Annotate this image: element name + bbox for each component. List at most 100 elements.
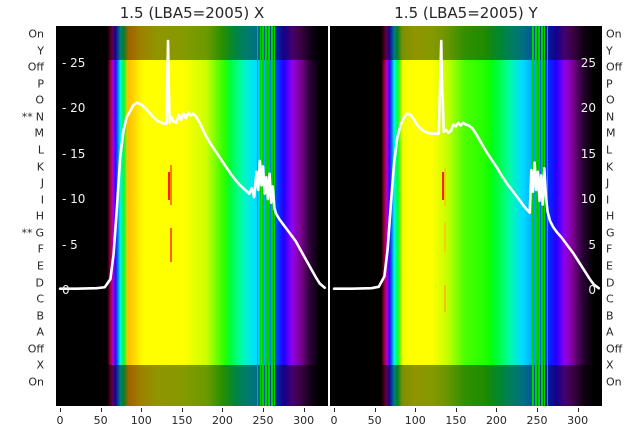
side-label-text: M xyxy=(606,126,616,140)
waterfall-band-upper xyxy=(330,26,602,60)
side-label-text: N xyxy=(35,110,44,124)
xtick-mark xyxy=(496,408,498,412)
side-label-x-20: X xyxy=(0,359,44,372)
waterfall-stripe xyxy=(262,26,264,406)
xtick-label: 150 xyxy=(445,414,467,427)
side-label-i-10: I xyxy=(0,193,44,206)
side-label-text: D xyxy=(35,276,44,290)
side-label-text: B xyxy=(36,309,44,323)
side-label-y-1: Y xyxy=(0,44,44,57)
waterfall-stripe xyxy=(532,26,534,406)
side-label-text: Off xyxy=(606,342,623,356)
side-label-text: B xyxy=(606,309,614,323)
side-label-d-15: D xyxy=(606,276,640,289)
side-label-f-13: F xyxy=(0,243,44,256)
side-label-b-17: B xyxy=(606,309,640,322)
side-label-m-6: M xyxy=(0,127,45,140)
xtick-label: 0 xyxy=(56,414,64,427)
side-label-text: Off xyxy=(606,60,623,74)
side-label-a-18: A xyxy=(0,326,44,339)
waterfall-stripe xyxy=(273,26,276,406)
marker-tick xyxy=(444,222,447,252)
xtick-mark xyxy=(334,408,336,412)
side-label-c-16: C xyxy=(0,293,44,306)
side-label-off-2: Off xyxy=(606,61,640,74)
ytick-label: 10 xyxy=(580,192,596,207)
side-label-on-0: On xyxy=(606,28,640,41)
xtick-label: 150 xyxy=(171,414,193,427)
waterfall-stripe xyxy=(271,26,273,406)
panel-title-y: 1.5 (LBA5=2005) Y xyxy=(394,4,538,22)
side-label-text: L xyxy=(606,143,613,157)
ytick-label: - 5 xyxy=(62,237,78,252)
side-label-p-3: P xyxy=(606,77,640,90)
side-label-text: D xyxy=(606,276,615,290)
side-label-text: Off xyxy=(27,342,44,356)
side-label-h-11: H xyxy=(0,210,44,223)
side-label-g-12: G xyxy=(606,226,640,239)
side-label-text: E xyxy=(606,259,613,273)
xtick-label: 250 xyxy=(526,414,548,427)
side-label-text: I xyxy=(606,193,610,207)
side-label-text: A xyxy=(36,325,44,339)
side-label-text: On xyxy=(28,27,44,41)
side-label-text: K xyxy=(36,160,44,174)
side-label-k-8: K xyxy=(606,160,640,173)
side-label-h-11: H xyxy=(606,210,640,223)
xtick-label: 300 xyxy=(293,414,315,427)
ytick-label: 20 xyxy=(580,101,596,116)
ytick-label: - 15 xyxy=(62,146,86,161)
ytick-label: - 10 xyxy=(62,192,86,207)
waterfall-stripe xyxy=(256,26,259,406)
side-label-text: O xyxy=(606,93,615,107)
xtick-mark xyxy=(537,408,539,412)
side-label-text: X xyxy=(36,358,44,372)
waterfall-stripe xyxy=(267,26,270,406)
side-label-text: L xyxy=(37,143,44,157)
waterfall-stripe xyxy=(537,26,540,406)
side-label-p-3: P xyxy=(0,77,44,90)
xtick-mark xyxy=(577,408,579,412)
side-label-text: A xyxy=(606,325,614,339)
side-label-e-14: E xyxy=(0,260,44,273)
side-label-b-17: B xyxy=(0,309,44,322)
side-label-n-5: N xyxy=(606,110,640,123)
side-label-on-0: On xyxy=(0,28,44,41)
xtick-mark xyxy=(181,408,183,412)
side-label-d-15: D xyxy=(0,276,44,289)
plot-area-x[interactable]: - 25 - 20 - 15 - 10 - 5 0 xyxy=(56,26,328,406)
xtick-label: 100 xyxy=(404,414,426,427)
side-label-on-21: On xyxy=(606,376,640,389)
xtick-mark xyxy=(141,408,143,412)
side-label-text: P xyxy=(37,77,44,91)
xtick-mark xyxy=(100,408,102,412)
side-label-y-1: Y xyxy=(606,44,640,57)
marker-tick xyxy=(444,285,447,312)
panel-title-x: 1.5 (LBA5=2005) X xyxy=(119,4,265,22)
side-label-n-5: ** N xyxy=(0,110,44,123)
xtick-label: 50 xyxy=(93,414,108,427)
waterfall-band-bright xyxy=(330,60,602,365)
waterfall-stripe xyxy=(535,26,538,406)
side-label-e-14: E xyxy=(606,260,640,273)
spectrum-trace-y xyxy=(332,39,601,290)
side-label-text: E xyxy=(37,259,44,273)
xtick-label: 0 xyxy=(330,414,338,427)
marker-tick xyxy=(444,168,447,206)
side-label-marker: ** xyxy=(21,226,33,240)
side-label-text: C xyxy=(606,292,614,306)
side-label-l-7: L xyxy=(0,144,44,157)
ytick-label: 5 xyxy=(588,237,596,252)
side-label-m-6: M xyxy=(606,127,640,140)
side-label-text: On xyxy=(28,375,44,389)
plot-area-y[interactable]: 25 20 15 10 5 0 xyxy=(330,26,602,406)
side-label-text: Y xyxy=(606,44,613,58)
xtick-label: 200 xyxy=(485,414,507,427)
side-label-l-7: L xyxy=(606,144,640,157)
side-label-text: F xyxy=(606,242,613,256)
side-label-f-13: F xyxy=(606,243,640,256)
side-label-off-2: Off xyxy=(0,61,44,74)
side-label-text: J xyxy=(606,176,610,190)
side-label-j-9: J xyxy=(606,177,640,190)
xtick-label: 100 xyxy=(130,414,152,427)
